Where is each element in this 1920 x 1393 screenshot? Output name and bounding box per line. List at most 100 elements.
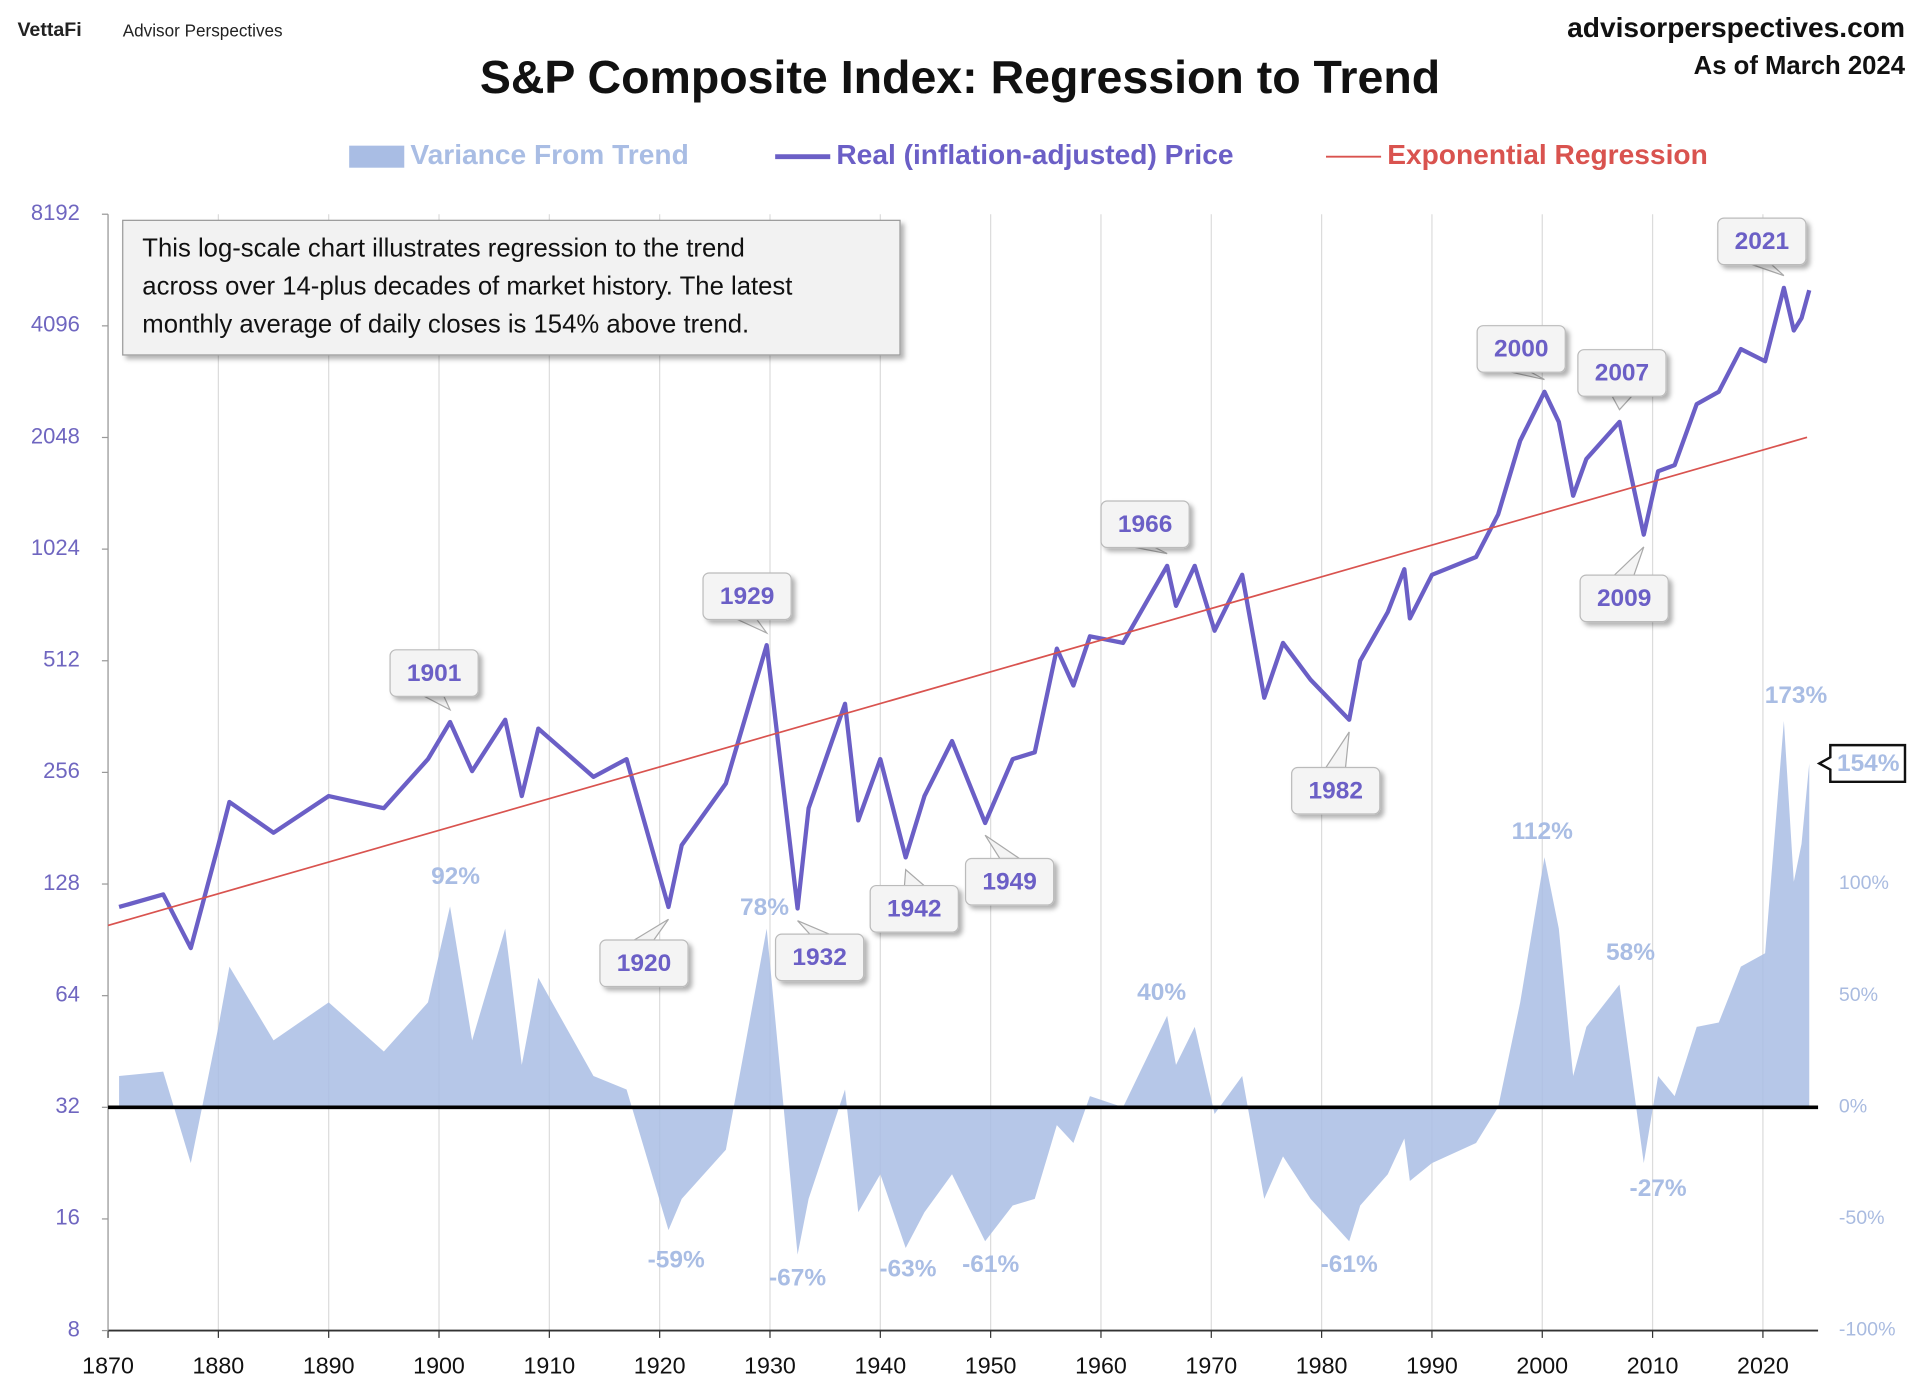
- callout-box: [1579, 574, 1669, 623]
- pct-label: 112%: [1512, 818, 1573, 845]
- callout-label: 1920: [617, 950, 671, 977]
- callout-box: [599, 939, 689, 988]
- x-tick-label: 2020: [1737, 1352, 1789, 1378]
- callout-box: [1100, 500, 1190, 549]
- note-text: across over 14-plus decades of market hi…: [142, 272, 792, 300]
- callout-pointer: [737, 618, 769, 635]
- pct-label: -27%: [1630, 1175, 1687, 1202]
- y-tick-label: 128: [43, 870, 80, 895]
- x-tick-label: 1890: [303, 1352, 355, 1378]
- y-tick-label: 8: [68, 1316, 80, 1341]
- callout-label: 2007: [1595, 360, 1649, 387]
- y-tick-label: 256: [43, 758, 80, 783]
- pct-label: -59%: [648, 1247, 705, 1274]
- callout-pointer: [1751, 264, 1785, 277]
- callout-box: [1291, 766, 1381, 815]
- x-tick-label: 1870: [82, 1352, 134, 1378]
- overlay: Variance From Trend Real (inflation-adjus…: [122, 139, 1907, 1291]
- y-tick-label: 1024: [31, 535, 80, 560]
- callout-box: [1476, 325, 1566, 373]
- pct-label: -67%: [769, 1264, 826, 1291]
- note-text: monthly average of daily closes is 154% …: [142, 310, 749, 338]
- y-tick-label: 64: [55, 981, 79, 1006]
- price-line: [118, 285, 1812, 951]
- y2-tick-label: -100%: [1839, 1319, 1896, 1341]
- callout-label: 2021: [1735, 228, 1789, 255]
- x-tick-label: 1970: [1185, 1352, 1237, 1378]
- callout-pointer: [1324, 731, 1350, 769]
- x-tick-label: 1950: [965, 1352, 1017, 1378]
- y2-tick-label: 50%: [1839, 984, 1878, 1006]
- callout-pointer: [1611, 395, 1634, 411]
- y-tick-label: 32: [55, 1093, 79, 1118]
- callout-label: 1932: [792, 944, 846, 971]
- y-tick-label: 4096: [31, 312, 80, 337]
- y-tick-label: 2048: [31, 423, 80, 448]
- pct-label: 173%: [1765, 682, 1828, 709]
- callout-box: [1577, 349, 1667, 397]
- pct-label: -61%: [962, 1251, 1019, 1278]
- callout-pointer: [632, 918, 669, 941]
- callout-box: [869, 884, 959, 933]
- plot: [107, 285, 1819, 1255]
- variance-area: [119, 721, 1810, 1255]
- x-tick-label: 1980: [1296, 1352, 1348, 1378]
- pct-label: 58%: [1606, 939, 1655, 966]
- as-of-date: As of March 2024: [1694, 52, 1906, 80]
- grid: 1870 1880 1890 1900 1910 1920 1930 1940 1950 1960…: [31, 200, 1896, 1378]
- callout-label: 1942: [887, 896, 941, 923]
- y2-tick-label: 100%: [1839, 872, 1889, 894]
- callout-pointer: [1612, 546, 1645, 576]
- x-tick-label: 1900: [413, 1352, 465, 1378]
- y-tick-label: 8192: [31, 200, 80, 225]
- y2-tick-label: 0%: [1839, 1095, 1867, 1117]
- x-tick-label: 1880: [192, 1352, 244, 1378]
- y2-tick-label: -50%: [1839, 1207, 1885, 1229]
- pct-label: 78%: [740, 894, 789, 921]
- x-tick-label: 1910: [523, 1352, 575, 1378]
- callout-label: 1949: [982, 868, 1036, 895]
- pct-label: 40%: [1137, 979, 1186, 1006]
- callout-box: [1717, 217, 1807, 266]
- legend-label: Real (inflation-adjusted) Price: [836, 139, 1233, 170]
- x-tick-label: 1930: [744, 1352, 796, 1378]
- callout-label: 1901: [407, 660, 461, 687]
- x-tick-label: 2000: [1516, 1352, 1568, 1378]
- callout-label: 2009: [1597, 585, 1651, 612]
- x-tick-label: 1940: [854, 1352, 906, 1378]
- callout-label: 2000: [1494, 336, 1548, 363]
- x-tick-label: 2010: [1627, 1352, 1679, 1378]
- regression-line: [107, 436, 1808, 927]
- note-text: This log-scale chart illustrates regress…: [142, 234, 745, 262]
- end-label: 154%: [1837, 750, 1900, 777]
- callout-box: [964, 857, 1055, 906]
- callout-pointer: [424, 695, 452, 712]
- pct-label: -61%: [1321, 1251, 1378, 1278]
- legend-swatch: [349, 145, 405, 168]
- callout-box: [389, 649, 479, 697]
- x-tick-label: 1960: [1075, 1352, 1127, 1378]
- callout-pointer: [903, 868, 926, 887]
- legend-label: Variance From Trend: [410, 139, 688, 170]
- brand: VettaFi: [17, 19, 81, 41]
- pct-label: 92%: [431, 863, 480, 890]
- chart-title: S&P Composite Index: Regression to Trend: [480, 51, 1440, 103]
- callout-box: [774, 933, 865, 982]
- callout-pointer: [797, 920, 830, 935]
- callout-label: 1982: [1309, 777, 1363, 804]
- callout-pointer: [1511, 371, 1545, 381]
- callout-label: 1966: [1118, 511, 1172, 538]
- note-box: [122, 219, 901, 356]
- callout-pointer: [1135, 546, 1168, 555]
- x-tick-label: 1920: [634, 1352, 686, 1378]
- brand-sub: Advisor Perspectives: [123, 20, 283, 40]
- x-tick-label: 1990: [1406, 1352, 1458, 1378]
- callout-box: [702, 572, 792, 621]
- pct-label: -63%: [879, 1255, 936, 1282]
- site: advisorperspectives.com: [1567, 12, 1905, 43]
- y-tick-label: 512: [43, 647, 80, 672]
- callout-label: 1929: [720, 583, 774, 610]
- end-label-box: [1816, 743, 1907, 784]
- legend-label: Exponential Regression: [1387, 139, 1708, 170]
